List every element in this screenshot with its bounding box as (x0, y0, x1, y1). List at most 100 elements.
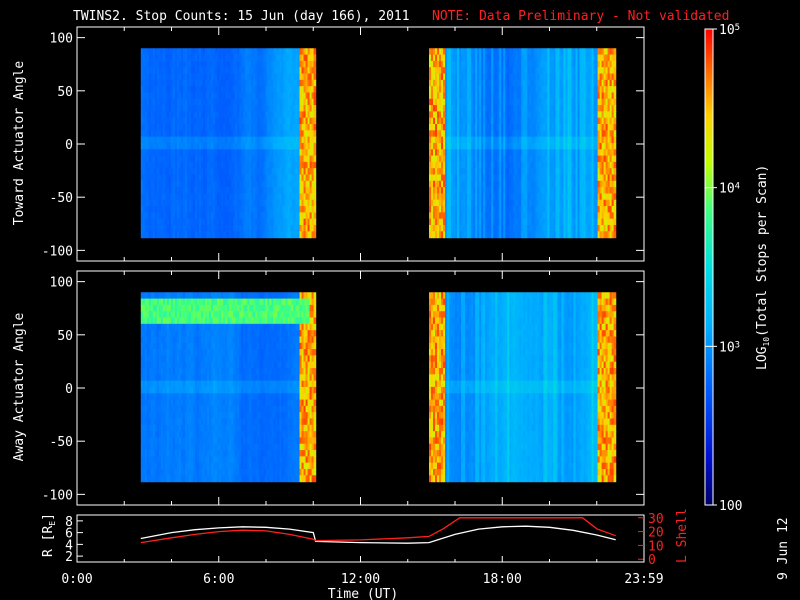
heat-cell (297, 206, 301, 213)
heat-cell (178, 136, 182, 144)
heat-cell (531, 73, 534, 81)
heat-cell (140, 206, 144, 213)
heat-cell (253, 73, 256, 81)
heat-cell (287, 79, 291, 87)
heat-cell (164, 174, 168, 182)
heat-cell (289, 212, 293, 220)
heat-cell (297, 199, 301, 207)
heat-cell (275, 67, 279, 75)
heat-cell (156, 98, 160, 106)
heat-cell (489, 155, 492, 163)
heat-cell (174, 218, 178, 226)
heat-cell (160, 105, 164, 112)
heat-cell (451, 187, 454, 195)
heat-cell (269, 180, 272, 188)
heat-cell (525, 212, 528, 220)
heat-cell (543, 187, 547, 195)
heat-cell (471, 180, 474, 188)
heat-cell (217, 117, 220, 125)
heat-cell (569, 155, 573, 163)
heat-cell (140, 124, 144, 131)
heat-cell (168, 231, 172, 239)
heat-cell (525, 73, 528, 81)
heat-cell (567, 92, 571, 100)
heat-cell (267, 174, 270, 182)
heat-cell (495, 60, 498, 68)
heat-cell (295, 60, 299, 68)
heat-cell (227, 86, 230, 94)
heat-cell (160, 174, 164, 182)
heat-cell (160, 67, 164, 75)
heat-cell (233, 92, 236, 100)
heat-cell (523, 199, 526, 207)
heat-cell (497, 130, 500, 138)
heat-cell (301, 111, 305, 119)
heat-cell (205, 212, 208, 220)
heat-cell (467, 206, 470, 213)
heat-cell (185, 54, 188, 62)
heat-cell (158, 73, 162, 81)
heat-cell (180, 73, 184, 81)
heat-cell (495, 224, 498, 232)
heat-cell (511, 130, 514, 138)
heat-cell (245, 180, 248, 188)
heat-cell (219, 155, 222, 163)
heat-cell (182, 54, 186, 62)
heat-cell (549, 155, 553, 163)
heat-cell (457, 86, 460, 94)
heat-cell (261, 174, 264, 182)
heat-cell (289, 92, 293, 100)
heat-cell (555, 124, 559, 131)
heat-cell (203, 174, 206, 182)
heat-cell (539, 60, 542, 68)
heat-cell (439, 155, 442, 163)
heat-cell (156, 193, 160, 201)
heat-cell (199, 155, 202, 163)
heat-cell (433, 130, 436, 138)
heat-cell (241, 48, 244, 56)
heat-cell (231, 187, 234, 195)
heat-cell (557, 130, 561, 138)
heat-cell (199, 187, 202, 195)
heat-cell (551, 206, 555, 213)
heat-cell (197, 180, 200, 188)
heat-cell (493, 48, 496, 56)
heat-cell (275, 231, 279, 239)
heat-cell (142, 193, 146, 201)
heat-cell (154, 193, 158, 201)
heat-cell (537, 111, 540, 119)
heat-cell (497, 92, 500, 100)
heat-cell (311, 105, 315, 112)
heat-cell (513, 206, 516, 213)
heat-cell (543, 231, 547, 239)
heat-cell (561, 168, 565, 176)
heat-cell (287, 67, 291, 75)
heat-cell (239, 136, 242, 144)
heat-cell (249, 212, 252, 220)
heat-cell (447, 111, 450, 119)
heat-cell (447, 86, 450, 94)
heat-cell (431, 149, 434, 157)
heat-cell (503, 92, 506, 100)
heat-cell (473, 231, 476, 239)
heat-cell (170, 168, 174, 176)
heat-cell (505, 117, 508, 125)
heat-cell (245, 60, 248, 68)
heat-cell (475, 180, 478, 188)
heat-cell (471, 218, 474, 226)
heat-cell (543, 168, 547, 176)
heat-cell (233, 193, 236, 201)
heat-cell (279, 212, 283, 220)
heat-cell (499, 187, 502, 195)
heat-cell (293, 224, 297, 232)
heat-cell (221, 168, 224, 176)
heat-cell (207, 199, 210, 207)
heat-cell (287, 54, 291, 62)
heat-cell (261, 231, 264, 239)
heat-cell (565, 231, 569, 239)
heat-cell (209, 180, 212, 188)
heat-cell (146, 199, 150, 207)
heat-cell (507, 212, 510, 220)
heat-cell (166, 224, 170, 232)
heat-cell (144, 130, 148, 138)
